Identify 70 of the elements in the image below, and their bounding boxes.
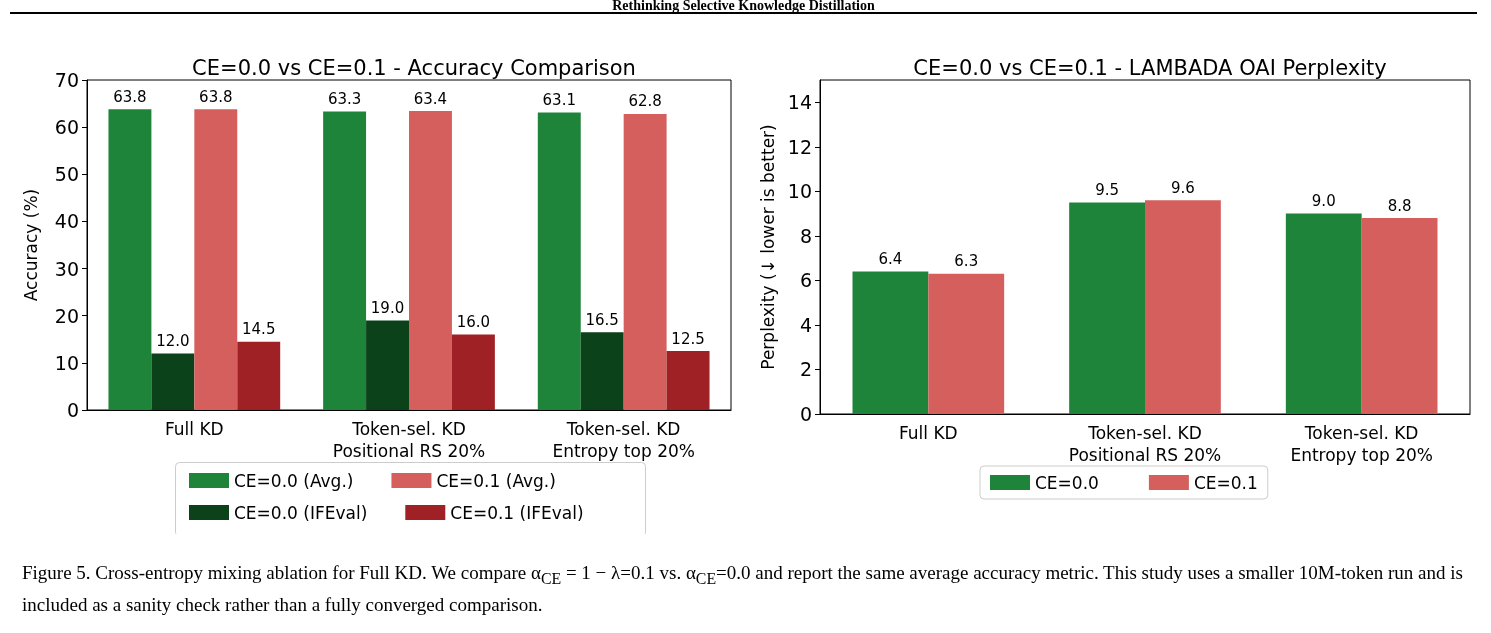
data-label: 9.0 [1311, 192, 1336, 211]
bar [151, 353, 195, 410]
y-axis-title: Accuracy (%) [20, 188, 41, 302]
y-tick-label: 0 [66, 399, 79, 421]
y-tick-label: 8 [799, 224, 812, 247]
bar [194, 109, 238, 410]
y-tick-label: 40 [54, 210, 79, 233]
data-label: 19.0 [370, 298, 405, 317]
chart-title: CE=0.0 vs CE=0.1 - LAMBADA OAI Perplexity [913, 55, 1387, 80]
bar [1145, 200, 1221, 414]
bar [1361, 218, 1438, 414]
data-label: 63.8 [113, 87, 147, 106]
bar [1069, 202, 1145, 414]
data-label: 63.1 [542, 91, 576, 110]
y-tick-label: 50 [54, 163, 79, 186]
legend-label: CE=0.1 (Avg.) [436, 470, 556, 491]
y-tick-label: 60 [54, 116, 79, 139]
data-label: 62.8 [628, 92, 662, 111]
data-label: 9.6 [1170, 178, 1195, 197]
y-tick-label: 10 [787, 180, 812, 203]
y-tick-label: 20 [54, 304, 79, 327]
data-label: 16.0 [456, 313, 491, 332]
bar [580, 332, 624, 410]
legend-label: CE=0.0 [1035, 472, 1099, 493]
y-tick-label: 2 [799, 358, 812, 381]
data-label: 14.5 [242, 320, 276, 339]
data-label: 63.4 [413, 89, 448, 108]
legend-label: CE=0.1 [1193, 472, 1258, 493]
x-tick-label: Token-sel. KD Positional RS 20% [332, 419, 486, 461]
bar [852, 271, 929, 414]
data-label: 16.5 [585, 310, 619, 329]
y-axis-title: Perplexity (↓ lower is better) [758, 124, 779, 370]
y-tick-label: 4 [799, 313, 812, 336]
y-tick-label: 10 [54, 351, 79, 374]
legend-label: CE=0.1 (IFEval) [450, 502, 584, 523]
legend-label: CE=0.0 (IFEval) [234, 502, 368, 523]
legend-label: CE=0.0 (Avg.) [234, 470, 354, 491]
bar [928, 273, 1005, 414]
data-label: 63.3 [327, 90, 362, 109]
text: Rethinking Selective Knowledge Distillation [10, 0, 1477, 14]
bar [1285, 213, 1362, 414]
bar [108, 109, 152, 410]
data-label: 6.3 [954, 252, 979, 271]
bar [323, 111, 367, 410]
data-label: 6.4 [878, 249, 903, 268]
x-tick-label: Full KD [898, 423, 958, 443]
x-tick-label: Token-sel. KD Positional RS 20% [1068, 423, 1222, 465]
x-tick-label: Token-sel. KD Entropy top 20% [552, 419, 695, 461]
data-label: 12.5 [671, 329, 705, 348]
bar [451, 334, 495, 410]
bar [537, 112, 581, 410]
y-tick-label: 12 [787, 135, 812, 158]
y-tick-label: 6 [799, 269, 812, 292]
y-tick-label: 0 [799, 403, 812, 425]
data-label: 63.8 [199, 87, 233, 106]
x-tick-label: Token-sel. KD Entropy top 20% [1290, 423, 1433, 465]
x-tick-label: Full KD [164, 419, 224, 439]
data-label: 8.8 [1387, 196, 1412, 215]
bar [409, 111, 452, 410]
y-tick-label: 70 [54, 69, 79, 91]
y-tick-label: 14 [787, 91, 812, 114]
y-tick-label: 30 [54, 257, 79, 280]
bar [623, 113, 667, 410]
bar [666, 351, 710, 410]
bar [237, 341, 281, 410]
chart-title: CE=0.0 vs CE=0.1 - Accuracy Comparison [192, 55, 636, 80]
data-label: 12.0 [156, 331, 190, 350]
text: Figure 5. Cross-entropy mixing ablation for Full KD. We compare α$_{CE}$ = 1 − λ=0.1 vs. α$_{CE}$=0.0 and report the same average accuracy metric. This study uses a smaller 10M-token run and is included as a sanity check rather than a fully converged comparison. [22, 562, 1463, 615]
bar [366, 320, 409, 410]
data-label: 9.5 [1095, 180, 1120, 199]
